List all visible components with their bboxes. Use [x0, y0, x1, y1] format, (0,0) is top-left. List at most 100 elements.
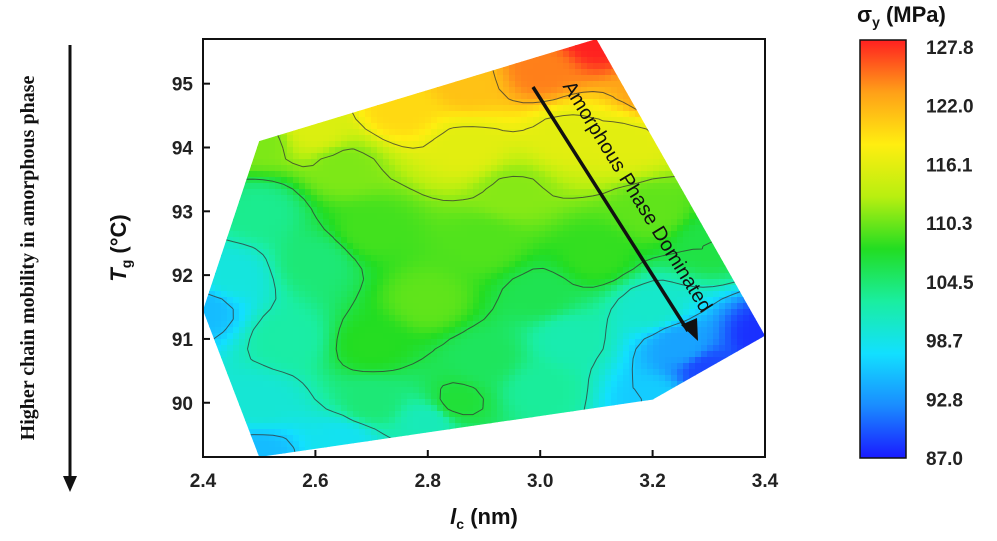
heat-cell	[581, 279, 588, 286]
heat-cell	[503, 255, 510, 262]
heat-cell	[371, 279, 378, 286]
heat-cell	[587, 93, 594, 100]
heat-cell	[401, 249, 408, 256]
heat-cell	[281, 129, 288, 136]
heat-cell	[323, 45, 330, 52]
heat-cell	[329, 159, 336, 166]
heat-cell	[245, 81, 252, 88]
heat-cell	[479, 129, 486, 136]
heat-cell	[461, 177, 468, 184]
heat-cell	[209, 375, 216, 382]
heat-cell	[395, 117, 402, 124]
heat-cell	[581, 285, 588, 292]
heat-cell	[551, 327, 558, 334]
heat-cell	[275, 177, 282, 184]
heat-cell	[305, 369, 312, 376]
heat-cell	[503, 417, 510, 424]
heat-cell	[353, 423, 360, 430]
heat-cell	[545, 447, 552, 454]
heat-cell	[317, 147, 324, 154]
heat-cell	[335, 99, 342, 106]
heat-cell	[515, 447, 522, 454]
heat-cell	[401, 165, 408, 172]
heat-cell	[275, 363, 282, 370]
heat-cell	[299, 93, 306, 100]
heat-cell	[275, 279, 282, 286]
heat-cell	[233, 255, 240, 262]
heat-cell	[293, 51, 300, 58]
heat-cell	[569, 45, 576, 52]
heat-cell	[497, 63, 504, 70]
heat-cell	[479, 339, 486, 346]
heat-cell	[431, 411, 438, 418]
heat-cell	[335, 111, 342, 118]
heat-cell	[467, 357, 474, 364]
heat-cell	[629, 63, 636, 70]
heat-cell	[311, 171, 318, 178]
heat-cell	[443, 273, 450, 280]
heat-cell	[521, 75, 528, 82]
heat-cell	[437, 213, 444, 220]
heat-cell	[587, 387, 594, 394]
heat-cell	[599, 81, 606, 88]
heat-cell	[209, 255, 216, 262]
heat-cell	[485, 243, 492, 250]
heat-cell	[557, 357, 564, 364]
heat-cell	[221, 351, 228, 358]
heat-cell	[227, 261, 234, 268]
heat-cell	[569, 135, 576, 142]
heat-cell	[437, 285, 444, 292]
heat-cell	[251, 231, 258, 238]
heat-cell	[347, 255, 354, 262]
heat-cell	[497, 183, 504, 190]
heat-cell	[473, 135, 480, 142]
heat-cell	[371, 285, 378, 292]
heat-cell	[341, 291, 348, 298]
heat-cell	[617, 159, 624, 166]
heat-cell	[359, 309, 366, 316]
heat-cell	[257, 117, 264, 124]
heat-cell	[599, 249, 606, 256]
heat-cell	[569, 339, 576, 346]
heat-cell	[377, 93, 384, 100]
heat-cell	[491, 411, 498, 418]
heat-cell	[299, 171, 306, 178]
heat-cell	[401, 357, 408, 364]
heat-cell	[539, 111, 546, 118]
heat-cell	[371, 345, 378, 352]
heat-cell	[347, 303, 354, 310]
heat-cell	[521, 399, 528, 406]
heat-cell	[479, 99, 486, 106]
heat-cell	[449, 285, 456, 292]
heat-cell	[443, 231, 450, 238]
heat-cell	[347, 87, 354, 94]
heat-cell	[413, 369, 420, 376]
heat-cell	[269, 363, 276, 370]
heat-cell	[467, 81, 474, 88]
heat-cell	[383, 237, 390, 244]
heat-cell	[617, 195, 624, 202]
heat-cell	[293, 315, 300, 322]
heat-cell	[419, 165, 426, 172]
heat-cell	[215, 129, 222, 136]
heat-cell	[473, 315, 480, 322]
heat-cell	[593, 141, 600, 148]
heat-cell	[539, 129, 546, 136]
heat-cell	[563, 111, 570, 118]
heat-cell	[239, 219, 246, 226]
heat-cell	[533, 375, 540, 382]
heat-cell	[617, 399, 624, 406]
heat-cell	[209, 75, 216, 82]
heat-cell	[581, 207, 588, 214]
heat-cell	[371, 411, 378, 418]
heat-cell	[239, 51, 246, 58]
heat-cell	[611, 333, 618, 340]
heat-cell	[323, 69, 330, 76]
heat-cell	[551, 231, 558, 238]
heat-cell	[347, 63, 354, 70]
heat-cell	[293, 123, 300, 130]
heat-cell	[497, 123, 504, 130]
heat-cell	[527, 129, 534, 136]
heat-cell	[557, 393, 564, 400]
heat-cell	[413, 207, 420, 214]
